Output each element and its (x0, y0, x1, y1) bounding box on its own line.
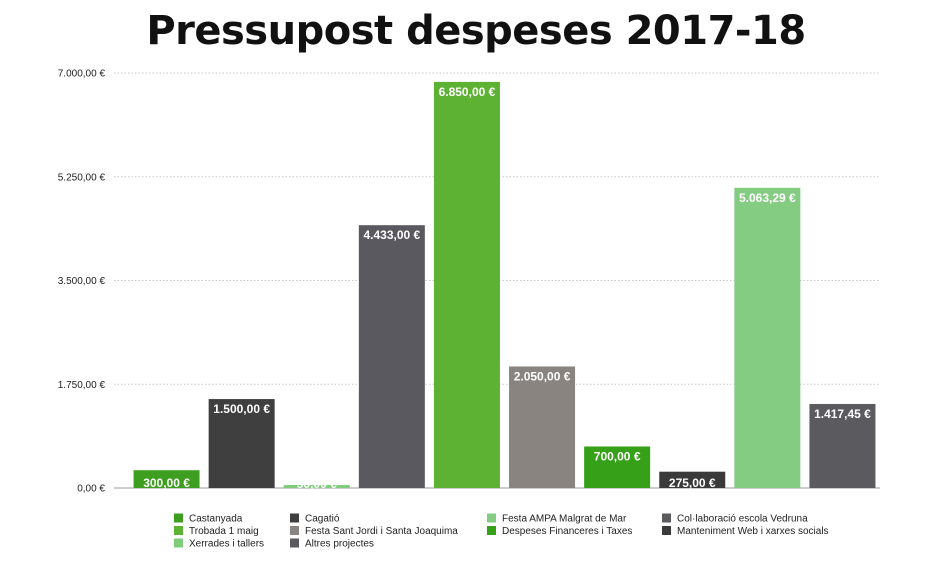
chart-title: Pressupost despeses 2017-18 (146, 8, 806, 54)
bar-value-label: 50,00 € (297, 477, 337, 491)
legend-label: Altres projectes (305, 539, 374, 550)
bar (809, 403, 876, 488)
legend-label: Despeses Financeres i Taxes (502, 526, 632, 537)
y-axis-ticks: 0,00 € 1.750,00 € 3.500,00 € 5.250,00 € 7.00… (58, 69, 106, 495)
legend-label: Col·laboració escola Vedruna (677, 514, 808, 525)
bar-value-label: 2.050,00 € (514, 369, 571, 383)
legend-label: Trobada 1 maig (189, 526, 259, 537)
bar (358, 225, 425, 488)
legend-swatch (290, 538, 299, 548)
y-tick-label: 1.750,00 € (58, 380, 106, 391)
bar (283, 485, 350, 488)
bar-value-label: 4.433,00 € (363, 228, 420, 242)
bars (133, 81, 876, 489)
bar (133, 470, 200, 488)
y-tick-label: 5.250,00 € (58, 172, 106, 183)
bar-value-label: 6.850,00 € (439, 85, 496, 99)
bar (734, 187, 801, 489)
bar (584, 446, 651, 488)
legend-label: Manteniment Web i xarxes socials (677, 526, 829, 537)
legend-swatch (662, 513, 671, 523)
y-tick-label: 7.000,00 € (58, 69, 106, 80)
bar-labels: 300,00 € 1.500,00 € 50,00 € 4.433,00 € 6.850… (143, 85, 871, 491)
legend-label: Cagatió (305, 514, 340, 525)
legend-swatch (662, 526, 671, 535)
legend-label: Festa Sant Jordi i Santa Joaquima (305, 526, 458, 537)
y-tick-label: 0,00 € (77, 484, 105, 495)
y-tick-label: 3.500,00 € (58, 276, 106, 287)
bar (659, 471, 726, 488)
legend-swatch (487, 526, 496, 535)
bar-value-label: 1.500,00 € (213, 402, 270, 416)
legend-label: Xerrades i tallers (189, 539, 264, 550)
bar (433, 81, 500, 489)
bar (208, 399, 275, 488)
bar-value-label: 275,00 € (669, 476, 716, 490)
legend-swatch (174, 526, 183, 535)
legend-label: Festa AMPA Malgrat de Mar (502, 514, 627, 525)
legend-swatch (290, 526, 299, 535)
bar-value-label: 1.417,45 € (814, 407, 871, 421)
bar-value-label: 5.063,29 € (739, 191, 796, 205)
bar-value-label: 700,00 € (594, 450, 641, 464)
legend-swatch (174, 513, 183, 523)
legend-swatch (487, 513, 496, 523)
legend-swatch (174, 538, 183, 548)
legend-swatch (290, 513, 299, 523)
bar (509, 366, 576, 488)
bar-value-label: 300,00 € (143, 476, 190, 490)
legend-label: Castanyada (189, 514, 243, 525)
